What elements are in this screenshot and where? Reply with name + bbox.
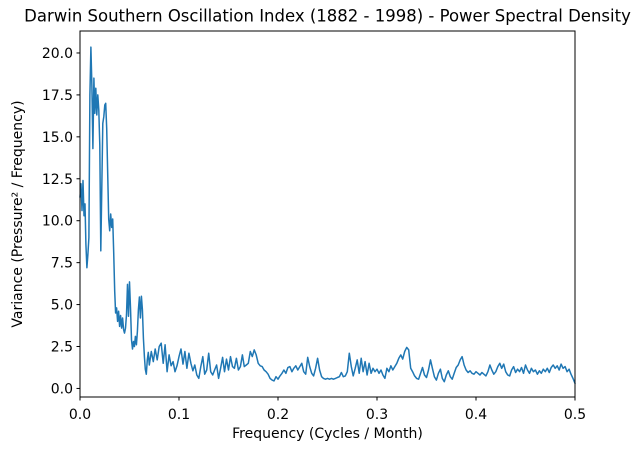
x-tick-label: 0.1 [168,407,190,423]
y-tick-label: 17.5 [42,88,73,104]
y-tick-label: 7.5 [51,256,73,272]
psd-line [79,46,576,385]
x-tick-label: 0.5 [564,407,586,423]
plot-area: 0.0 0.1 0.2 0.3 0.4 0.5 0.0 2.5 5.0 7.5 10.0 12.5 15… [42,30,586,423]
x-tick-label: 0.3 [366,407,388,423]
x-tick-label: 0.0 [69,407,91,423]
y-tick-label: 20.0 [42,46,73,62]
y-tick-label: 0.0 [51,381,73,397]
y-axis-label: Variance (Pressure² / Frequency) [10,100,26,327]
plot-border [79,30,576,398]
y-tick-label: 12.5 [42,172,73,188]
y-tick-label: 2.5 [51,340,73,356]
y-tick-label: 10.0 [42,214,73,230]
x-axis-label: Frequency (Cycles / Month) [232,426,423,442]
x-tick-label: 0.4 [465,407,487,423]
chart-title: Darwin Southern Oscillation Index (1882 … [24,7,631,26]
x-tick-label: 0.2 [267,407,289,423]
y-tick-label: 15.0 [42,130,73,146]
y-tick-label: 5.0 [51,298,73,314]
